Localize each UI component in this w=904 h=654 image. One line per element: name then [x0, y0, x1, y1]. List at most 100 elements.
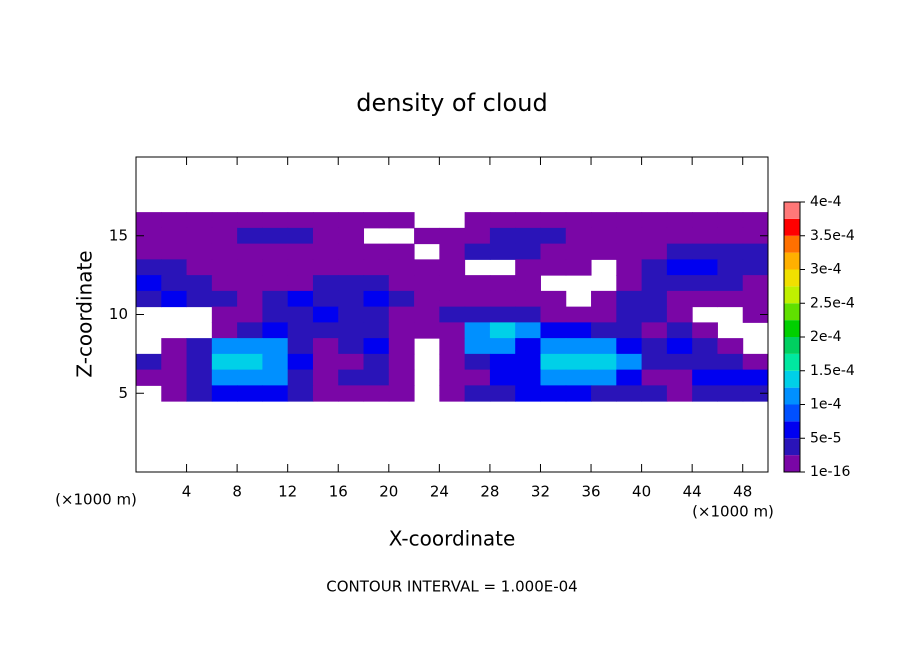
contour-cell: [565, 306, 592, 323]
contour-cell: [439, 227, 466, 245]
x-tick-label: 40: [632, 483, 651, 501]
contour-cell: [388, 353, 415, 371]
contour-cell: [565, 243, 592, 260]
x-tick-label: 20: [379, 483, 398, 501]
contour-cell: [161, 259, 188, 276]
contour-cell: [591, 243, 617, 260]
x-tick-label: 44: [683, 483, 702, 501]
contour-cell: [616, 322, 643, 339]
contour-cell: [540, 259, 567, 276]
contour-cell: [414, 275, 440, 292]
contour-cell: [287, 385, 314, 402]
contour-cell: [388, 322, 415, 339]
contour-cell: [641, 227, 668, 245]
contour-cell: [666, 290, 693, 308]
contour-cell: [363, 243, 390, 260]
contour-cell: [666, 385, 693, 402]
contour-cell: [262, 212, 289, 229]
annotation: CONTOUR INTERVAL = 1.000E-04: [326, 578, 577, 596]
contour-cell: [287, 243, 314, 260]
contour-cell: [363, 385, 390, 402]
contour-cell: [540, 227, 567, 245]
contour-cell: [439, 322, 466, 339]
contour-cell: [439, 243, 466, 260]
contour-cell: [666, 227, 693, 245]
contour-cell: [287, 290, 314, 308]
contour-cell: [489, 243, 516, 260]
contour-cell: [237, 259, 263, 276]
contour-cell: [161, 275, 188, 292]
contour-cell: [136, 369, 162, 386]
contour-cell: [489, 385, 516, 402]
contour-cell: [262, 369, 289, 386]
contour-cell: [262, 385, 289, 402]
contour-cell: [414, 259, 440, 276]
contour-cell: [312, 353, 339, 371]
contour-cell: [692, 385, 718, 402]
contour-cell: [388, 275, 415, 292]
x-tick-label: 16: [329, 483, 348, 501]
colorbar-label: 3e-4: [810, 262, 842, 278]
colorbar-label: 5e-5: [810, 430, 841, 446]
contour-cell: [641, 243, 668, 260]
contour-cell: [161, 212, 188, 229]
contour-cell: [489, 290, 516, 308]
contour-cell: [666, 353, 693, 371]
contour-cell: [489, 306, 516, 323]
contour-cell: [287, 322, 314, 339]
contour-cell: [439, 306, 466, 323]
contour-cell: [464, 322, 491, 339]
contour-cell: [237, 322, 263, 339]
contour-cell: [641, 306, 668, 323]
colorbar-swatch: [784, 202, 800, 219]
contour-cell: [287, 259, 314, 276]
contour-cell: [312, 227, 339, 245]
colorbar-label: 3.5e-4: [810, 228, 855, 244]
contour-cell: [388, 259, 415, 276]
contour-cell: [616, 338, 643, 355]
contour-cell: [717, 275, 744, 292]
contour-cell: [439, 385, 466, 402]
x-tick-label: 4: [182, 483, 192, 501]
contour-cell: [565, 338, 592, 355]
contour-cell: [237, 275, 263, 292]
contour-cell: [312, 338, 339, 355]
y-axis-label: Z-coordinate: [73, 250, 97, 377]
contour-cell: [616, 212, 643, 229]
contour-cell: [742, 385, 769, 402]
contour-cell: [237, 369, 263, 386]
contour-cell: [742, 353, 769, 371]
contour-cell: [692, 227, 718, 245]
contour-cell: [591, 306, 617, 323]
contour-cell: [338, 306, 365, 323]
contour-cell: [262, 227, 289, 245]
contour-cell: [616, 259, 643, 276]
contour-cell: [742, 369, 769, 386]
contour-cell: [515, 338, 541, 355]
contour-cell: [489, 227, 516, 245]
contour-cell: [312, 212, 339, 229]
colorbar-swatch: [784, 286, 800, 304]
contour-cell: [363, 259, 390, 276]
contour-cell: [489, 369, 516, 386]
x-tick-label: 48: [733, 483, 752, 501]
contour-cell: [338, 227, 365, 245]
contour-cell: [338, 290, 365, 308]
colorbar-label: 1e-4: [810, 397, 842, 413]
contour-cell: [591, 212, 617, 229]
contour-cell: [262, 338, 289, 355]
contour-cell: [136, 243, 162, 260]
contour-cell: [489, 212, 516, 229]
colorbar-swatch: [784, 455, 800, 472]
contour-cell: [338, 385, 365, 402]
contour-cell: [742, 243, 769, 260]
colorbar-label: 1e-16: [810, 464, 850, 480]
contour-cell: [565, 322, 592, 339]
contour-cell: [439, 353, 466, 371]
contour-cell: [489, 338, 516, 355]
contour-cell: [338, 353, 365, 371]
contour-cell: [717, 227, 744, 245]
contour-cell: [692, 259, 718, 276]
contour-cell: [565, 353, 592, 371]
